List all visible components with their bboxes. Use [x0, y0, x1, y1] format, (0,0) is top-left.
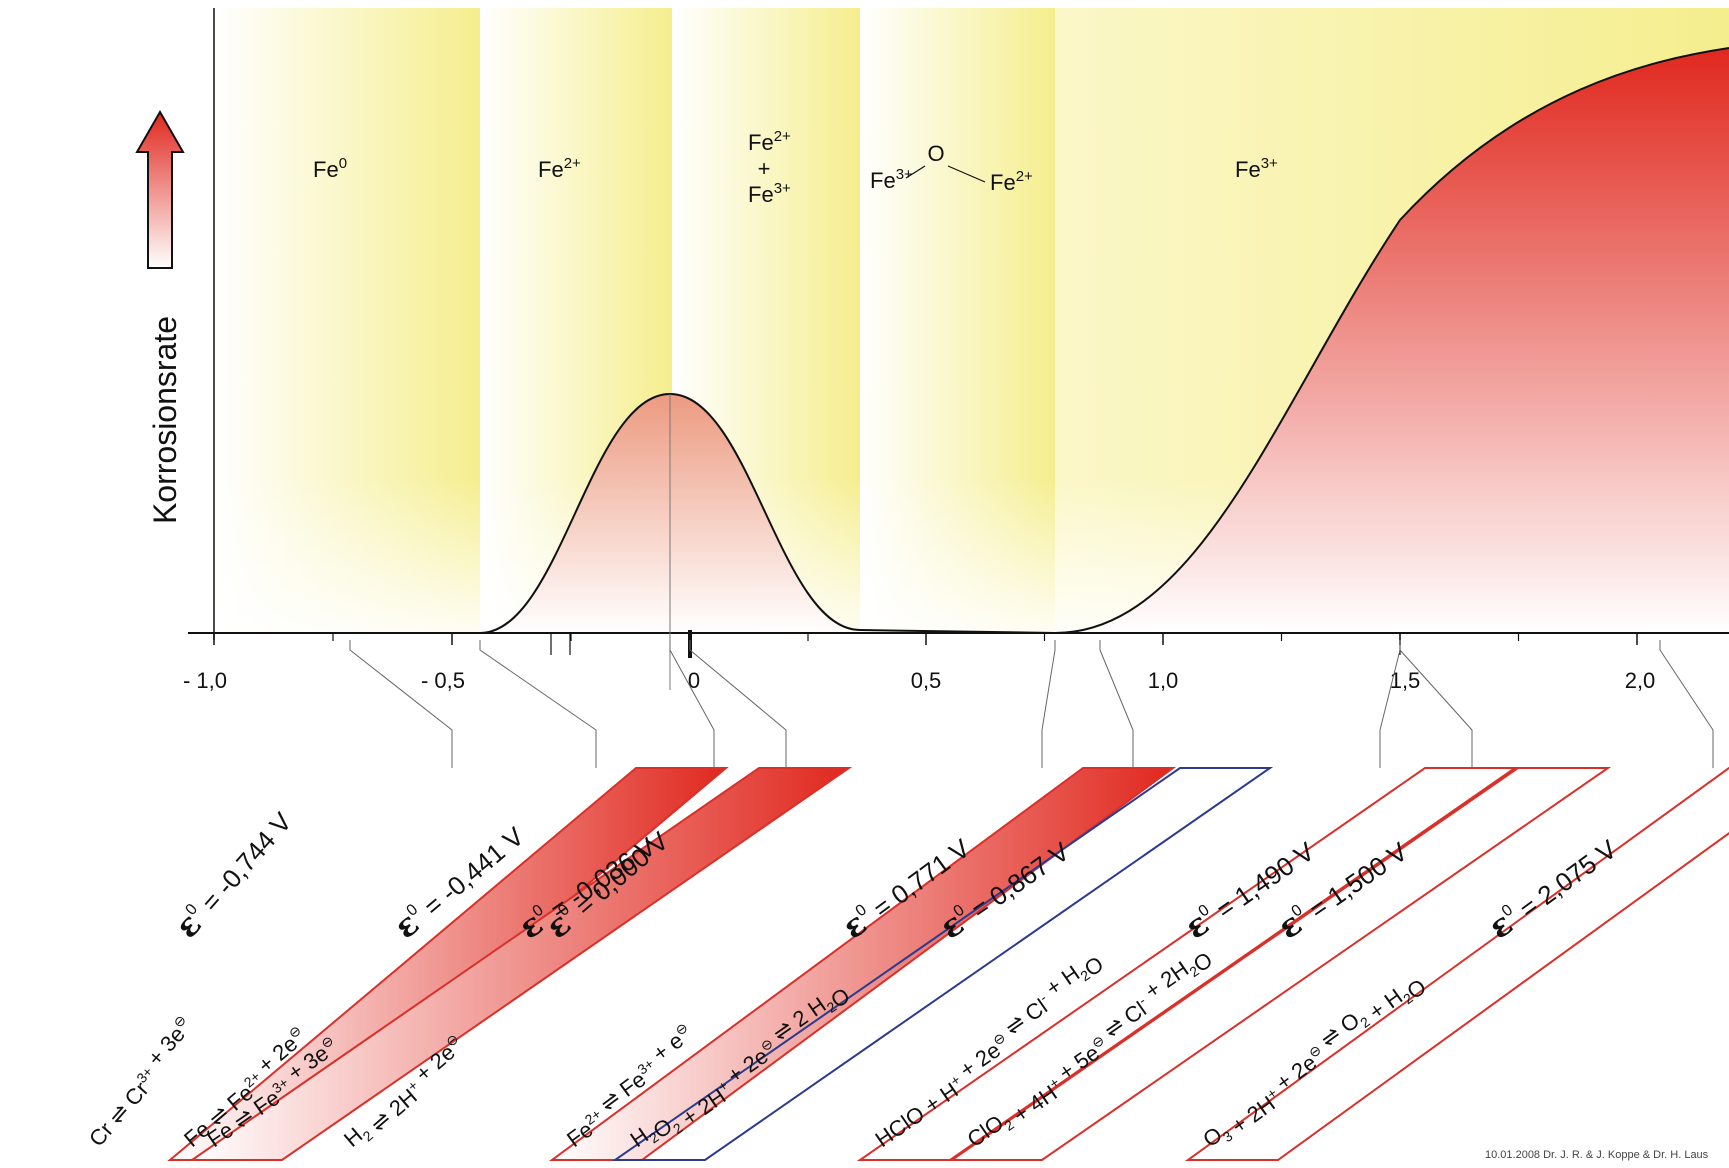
bridge-bond-left: [905, 165, 926, 179]
x-tick-label: 0,5: [911, 668, 942, 693]
reaction-stripe-band: [856, 767, 1519, 1161]
reaction-stripe: O3 + 2H+ + 2e⊖ ⇌ O2 + H2O ε0 = 2,075 V: [1184, 767, 1729, 1161]
reaction-equation: O3 + 2H+ + 2e⊖ ⇌ O2 + H2O: [1191, 964, 1434, 1157]
region-label-fe3-bridge: Fe3+: [870, 166, 913, 193]
reaction-stripe-band: [548, 767, 1177, 1161]
leader-line: [1379, 640, 1401, 768]
reaction-potential: ε0 = -0,744 V: [167, 802, 299, 945]
leader-line: [479, 640, 597, 768]
reaction-stripes: Cr ⇌ Cr3+ + 3e⊖ε0 = -0,744 VFe ⇌ Fe2+ + …: [84, 767, 1729, 1161]
reaction-stripe-band: [1184, 767, 1729, 1161]
leader-line: [1041, 640, 1056, 768]
region-label-fe0: Fe0: [313, 155, 347, 182]
bridge-bond-right: [947, 165, 986, 183]
x-tick-label: 2,0: [1625, 668, 1656, 693]
region-label-fe2: Fe2+: [538, 155, 581, 182]
x-tick-label: 0: [688, 668, 700, 693]
leader-line: [669, 640, 715, 768]
leader-line: [349, 640, 453, 768]
leader-lines: [349, 640, 1714, 768]
y-axis-label: Korrosionsrate: [147, 316, 183, 524]
axes: - 1,0- 0,5 0 0,5 1,0 1,5 2,0: [183, 8, 1729, 693]
reaction-stripe-band: [948, 767, 1612, 1161]
region-label-fe2-fe3-bottom: Fe3+: [748, 180, 791, 207]
leader-line: [689, 640, 787, 768]
reaction-potential: ε0 = 2,075 V: [1481, 829, 1623, 947]
x-tick-label: - 1,0: [183, 668, 227, 693]
region-label-fe2-fe3-top: Fe2+: [748, 128, 791, 155]
leader-line: [1399, 640, 1473, 768]
region-label-oxygen: O: [927, 141, 944, 166]
x-tick-label: 1,0: [1148, 668, 1179, 693]
leader-line: [1099, 640, 1134, 768]
leader-line: [1659, 640, 1714, 768]
credit-text: 10.01.2008 Dr. J. R. & J. Koppe & Dr. H.…: [1485, 1149, 1709, 1161]
reaction-stripe-band: [188, 767, 853, 1161]
corrosion-rise-fill: [1055, 48, 1729, 633]
region-label-plus: +: [758, 156, 771, 181]
y-axis-arrow-icon: [135, 109, 185, 269]
region-label-fe3: Fe3+: [1235, 155, 1278, 182]
x-tick-label: - 0,5: [421, 668, 465, 693]
region-label-fe2-bridge: Fe2+: [990, 168, 1033, 195]
reaction-stripe-band: [611, 767, 1274, 1161]
